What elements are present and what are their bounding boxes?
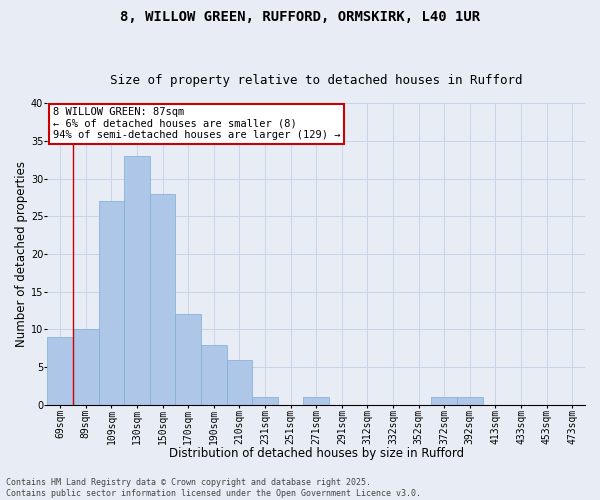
Bar	[124, 156, 150, 405]
Text: Contains HM Land Registry data © Crown copyright and database right 2025.
Contai: Contains HM Land Registry data © Crown c…	[6, 478, 421, 498]
Bar	[175, 314, 201, 405]
Bar	[227, 360, 252, 405]
Bar	[304, 398, 329, 405]
Bar	[98, 202, 124, 405]
Bar	[47, 337, 73, 405]
Bar	[150, 194, 175, 405]
Text: 8, WILLOW GREEN, RUFFORD, ORMSKIRK, L40 1UR: 8, WILLOW GREEN, RUFFORD, ORMSKIRK, L40 …	[120, 10, 480, 24]
X-axis label: Distribution of detached houses by size in Rufford: Distribution of detached houses by size …	[169, 447, 464, 460]
Text: 8 WILLOW GREEN: 87sqm
← 6% of detached houses are smaller (8)
94% of semi-detach: 8 WILLOW GREEN: 87sqm ← 6% of detached h…	[53, 107, 340, 140]
Bar	[201, 344, 227, 405]
Bar	[73, 330, 98, 405]
Bar	[457, 398, 482, 405]
Y-axis label: Number of detached properties: Number of detached properties	[15, 161, 28, 347]
Bar	[431, 398, 457, 405]
Bar	[252, 398, 278, 405]
Title: Size of property relative to detached houses in Rufford: Size of property relative to detached ho…	[110, 74, 523, 87]
